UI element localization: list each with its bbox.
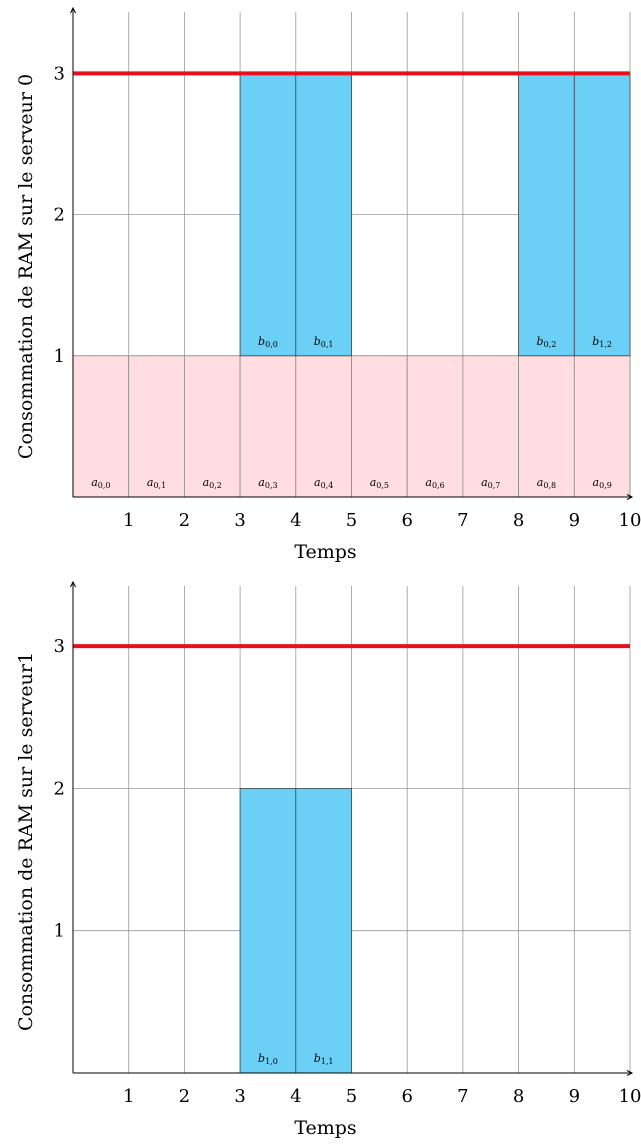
x-tick-label: 1 [123, 1086, 134, 1107]
x-tick-label: 3 [234, 510, 245, 531]
block-a-0-6 [406, 355, 464, 498]
y-tick-label: 2 [54, 205, 65, 226]
y-axis-title: Consommation de RAM sur le serveur 0 [15, 74, 37, 459]
block-a-0-1 [128, 355, 185, 498]
x-axis-title: Temps [294, 541, 356, 563]
y-tick-label: 3 [54, 636, 65, 657]
block-a-0-2 [183, 355, 241, 498]
y-tick-label: 3 [54, 63, 65, 84]
y-axis-arrow-icon [70, 6, 76, 14]
block-a-0-0 [72, 355, 130, 498]
y-axis-arrow-icon [70, 580, 76, 588]
x-tick-label: 10 [619, 1086, 641, 1107]
block-b-1-2 [573, 73, 631, 357]
chart-panel-1: b1,0 b1,11 2 3 4 5 6 7 8 9 10123TempsConsommation … [15, 580, 641, 1139]
x-tick-label: 9 [569, 1086, 580, 1107]
x-tick-label: 7 [457, 1086, 468, 1107]
x-tick-label: 8 [513, 1086, 524, 1107]
block-a-0-8 [518, 355, 575, 498]
x-axis-title: Temps [294, 1117, 356, 1139]
block-a-0-9 [573, 355, 631, 498]
block-b-1-1 [295, 788, 352, 1074]
block-a-0-3 [239, 355, 297, 498]
y-tick-label: 1 [54, 921, 65, 942]
y-tick-label: 1 [54, 346, 65, 367]
x-tick-label: 10 [619, 510, 641, 531]
x-tick-label: 8 [513, 510, 524, 531]
x-tick-label: 7 [457, 510, 468, 531]
x-tick-label: 5 [346, 510, 357, 531]
x-tick-label: 9 [569, 510, 580, 531]
x-tick-label: 5 [346, 1086, 357, 1107]
block-a-0-4 [295, 355, 352, 498]
y-axis-title: Consommation de RAM sur le serveur1 [15, 652, 37, 1031]
y-tick-label: 2 [54, 778, 65, 799]
x-tick-label: 3 [234, 1086, 245, 1107]
block-b-0-1 [295, 73, 352, 357]
x-tick-label: 2 [179, 1086, 190, 1107]
x-tick-label: 4 [290, 1086, 301, 1107]
block-b-0-2 [518, 73, 575, 357]
chart-panel-0: a0,0 a0,1 a0,2 a0,3 a0,4 a0,5 a0,6 a0,7 a0,8 a0,9… [15, 6, 641, 563]
block-a-0-5 [351, 355, 408, 498]
x-tick-label: 2 [179, 510, 190, 531]
x-axis-arrow-icon [626, 494, 634, 500]
x-tick-label: 6 [401, 510, 412, 531]
block-a-0-7 [462, 355, 519, 498]
x-tick-label: 1 [123, 510, 134, 531]
x-tick-label: 6 [401, 1086, 412, 1107]
block-b-0-0 [239, 73, 297, 357]
x-axis-arrow-icon [626, 1070, 634, 1076]
block-b-1-0 [239, 788, 297, 1074]
x-tick-label: 4 [290, 510, 301, 531]
